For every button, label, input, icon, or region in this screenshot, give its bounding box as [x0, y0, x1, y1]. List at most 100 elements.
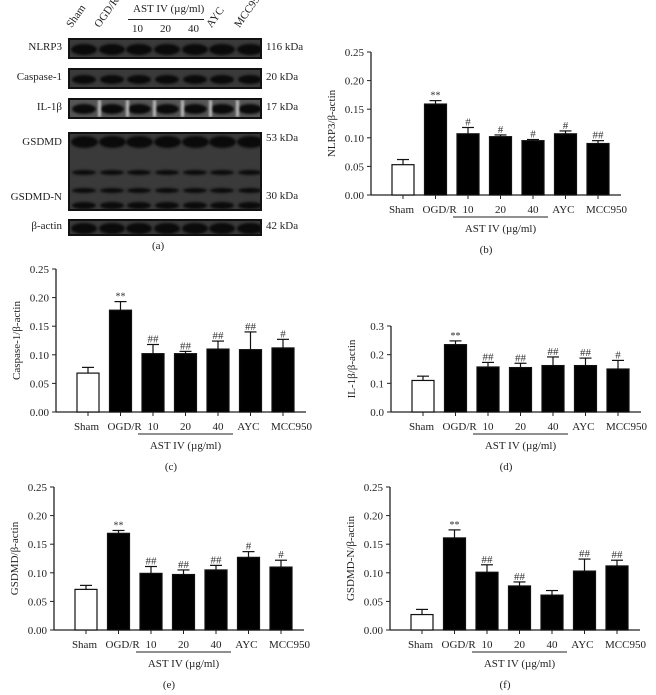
bar-10	[456, 133, 480, 196]
y-tick-label: 0.25	[364, 482, 384, 494]
y-axis-label: Caspase-1/β-actin	[11, 301, 23, 380]
row-label-il-1b: IL-1β	[36, 101, 62, 113]
x-tick-label: OGD/R	[442, 639, 477, 651]
blot-band	[208, 136, 236, 148]
blot-band	[100, 201, 124, 209]
blot-band	[99, 222, 125, 234]
bar-sham	[391, 164, 415, 196]
panel-label: (b)	[480, 244, 493, 256]
x-tick-label: AYC	[552, 204, 574, 216]
lane-gap	[236, 100, 239, 117]
blot-band	[99, 43, 125, 55]
blot-band	[72, 104, 96, 114]
x-tick-label: 10	[148, 421, 160, 433]
y-tick-label: 0.00	[30, 407, 50, 419]
bar-sham	[74, 588, 98, 631]
bar-40	[206, 348, 230, 413]
blot-band	[182, 43, 208, 55]
blot-band	[209, 222, 235, 234]
blot-band	[155, 169, 179, 175]
y-tick-label: 0.10	[28, 568, 48, 580]
blot-band	[126, 222, 152, 234]
bar-10	[139, 572, 163, 631]
blot-band	[209, 43, 235, 55]
chart-gsdmd: 0.00 0.05 0.10 0.15 0.20 0.25 GSDMD/β-actin Sha…	[9, 482, 310, 691]
blot-band	[238, 74, 260, 84]
blot-band	[238, 187, 260, 193]
bar-10	[141, 353, 165, 413]
group-label: AST IV (µg/ml)	[465, 223, 537, 235]
kda-caspase-1: 20 kDa	[266, 71, 299, 83]
ast-iv-group-label: AST IV (µg/ml)	[133, 3, 205, 15]
blot-band	[100, 187, 124, 193]
blot-band	[183, 169, 207, 175]
x-tick-label: 10	[482, 639, 494, 651]
blot-band	[72, 74, 96, 84]
x-tick-label: 40	[528, 204, 540, 216]
x-tick-label: Sham	[408, 639, 434, 651]
group-label: AST IV (µg/ml)	[484, 658, 556, 670]
x-tick-label: 40	[548, 421, 560, 433]
blot-band	[210, 104, 234, 114]
blot-band	[210, 187, 234, 193]
significance-mark: **	[450, 520, 460, 531]
y-tick-label: 0.0	[370, 407, 384, 419]
lane-label-10: 10	[132, 23, 143, 35]
blot-band	[127, 187, 151, 193]
chart-gsdmd-n: 0.00 0.05 0.10 0.15 0.20 0.25 GSDMD-N/β-actin S…	[345, 482, 646, 691]
x-tick-label: 10	[146, 639, 158, 651]
significance-mark: **	[431, 91, 441, 102]
lane-label-20: 20	[160, 23, 171, 35]
x-tick-label: MCC950	[605, 639, 646, 651]
significance-mark: ##	[579, 548, 591, 560]
lane-gap	[153, 100, 156, 117]
row-label-beta-actin: β-actin	[31, 220, 62, 232]
bar-40	[541, 364, 565, 413]
row-label-nlrp3: NLRP3	[28, 41, 62, 53]
blot-band	[238, 169, 260, 175]
blot-band	[154, 43, 180, 55]
significance-mark: ##	[213, 330, 225, 342]
y-tick-label: 0.05	[30, 378, 50, 390]
lane-label-ayc: AYC	[204, 4, 227, 31]
blot-band	[155, 187, 179, 193]
blot-band	[126, 43, 152, 55]
blot-band	[183, 74, 207, 84]
blot-band	[70, 136, 98, 148]
blot-band	[71, 43, 97, 55]
x-tick-label: 10	[463, 204, 475, 216]
bar-10	[476, 366, 500, 413]
x-tick-label: Sham	[72, 639, 98, 651]
blot-band	[127, 74, 151, 84]
blot-band	[236, 136, 260, 148]
y-tick-label: 0.2	[370, 350, 384, 362]
y-tick-label: 0.15	[28, 539, 48, 551]
lane-label-40: 40	[188, 23, 199, 35]
x-tick-label: MCC950	[606, 421, 647, 433]
bar-ogdr	[442, 537, 467, 631]
lane-label-mcc950: MCC950	[232, 0, 266, 30]
significance-mark: ##	[211, 554, 223, 566]
blot-band	[100, 169, 124, 175]
significance-mark: **	[114, 520, 124, 531]
significance-mark: **	[116, 292, 126, 303]
lane-gap	[126, 100, 129, 117]
bar-20	[173, 353, 198, 413]
blot-band	[210, 74, 234, 84]
chart-il-1b: 0.0 0.1 0.2 0.3 IL-1β/β-actin Sham ** OGD/R ## 10…	[346, 321, 647, 473]
significance-mark: ##	[515, 352, 527, 364]
row-label-gsdmd: GSDMD	[22, 136, 62, 148]
bar-ayc	[238, 349, 263, 413]
bar-mcc950	[269, 566, 293, 631]
y-axis-label: IL-1β/β-actin	[346, 339, 358, 398]
blot-band	[71, 222, 97, 234]
row-label-caspase-1: Caspase-1	[16, 71, 62, 83]
bar-ayc	[572, 570, 597, 631]
blot-band	[183, 104, 207, 114]
y-tick-label: 0.20	[364, 511, 384, 523]
panel-label: (d)	[500, 461, 513, 473]
x-tick-label: MCC950	[271, 421, 312, 433]
y-tick-label: 0.10	[30, 350, 50, 362]
group-label: AST IV (µg/ml)	[148, 658, 220, 670]
chart-caspase-1: 0.00 0.05 0.10 0.15 0.20 0.25 Caspase-1/β-acti…	[11, 264, 312, 473]
